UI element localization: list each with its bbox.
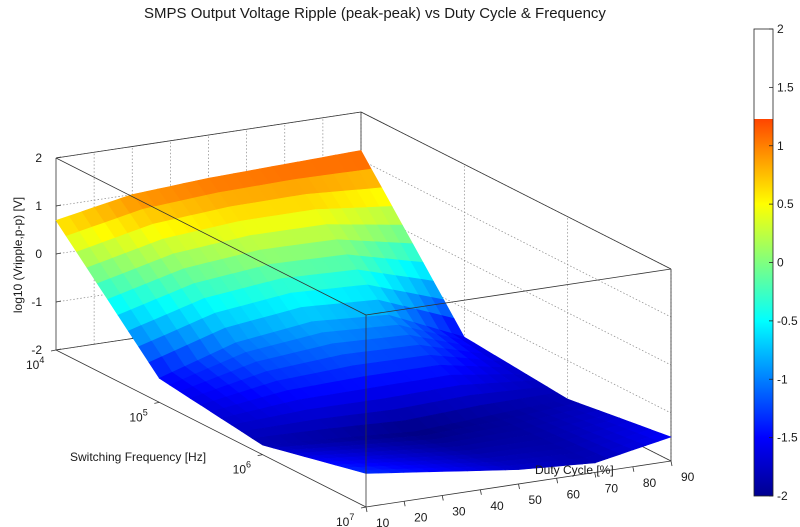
colorbar-tick-label: 1.5 — [777, 80, 794, 94]
y-tick-label: 105 — [129, 407, 147, 424]
box-edge — [360, 111, 672, 270]
y-tick-exponent: 6 — [246, 460, 251, 470]
x-tick-mark — [594, 472, 597, 478]
box-edge — [55, 157, 367, 316]
x-tick-label: 70 — [605, 482, 619, 496]
chart-title: SMPS Output Voltage Ripple (peak-peak) v… — [144, 5, 606, 22]
x-tick-mark — [518, 483, 520, 490]
surface-plot — [55, 150, 672, 474]
z-tick-label: 2 — [35, 151, 42, 165]
y-tick-exponent: 5 — [143, 407, 148, 417]
x-tick-label: 10 — [376, 516, 390, 527]
colorbar-tick-label: 2 — [777, 22, 784, 36]
colorbar-unused-region — [754, 29, 773, 119]
colorbar-tick-label: -2 — [777, 489, 788, 503]
y-tick-base: 10 — [336, 515, 350, 527]
y-tick-label: 107 — [336, 512, 354, 527]
colorbar-tick-label: -1.5 — [777, 431, 798, 445]
y-tick-mark — [257, 454, 263, 457]
y-tick-base: 10 — [26, 358, 40, 372]
x-tick-label: 40 — [490, 499, 504, 513]
x-axis-label: Duty Cycle [%] — [535, 463, 614, 477]
x-tick-label: 60 — [567, 487, 581, 501]
y-tick-base: 10 — [129, 410, 143, 424]
colorbar-fill — [754, 29, 773, 496]
x-tick-mark — [670, 460, 673, 467]
x-tick-label: 80 — [643, 476, 657, 490]
x-tick-mark — [556, 478, 559, 484]
box-edge — [55, 111, 362, 159]
y-tick-label: 106 — [233, 460, 251, 477]
z-tick-mark — [55, 348, 62, 351]
x-tick-label: 30 — [452, 505, 466, 519]
z-tick-mark — [55, 204, 62, 207]
x-tick-mark — [365, 506, 368, 513]
y-tick-mark — [360, 506, 367, 509]
x-tick-mark — [479, 489, 482, 495]
z-tick-label: 1 — [35, 199, 42, 213]
y-tick-mark — [154, 401, 160, 404]
z-tick-label: -1 — [31, 295, 42, 309]
colorbar-tick-label: 0 — [777, 256, 784, 270]
box-edge — [55, 349, 367, 508]
box-edge — [365, 268, 672, 316]
z-tick-label: 0 — [35, 247, 42, 261]
y-axis-label: Switching Frequency [Hz] — [70, 450, 206, 464]
colorbar-tick-label: 1 — [777, 139, 784, 153]
y-tick-base: 10 — [233, 463, 247, 477]
x-tick-mark — [632, 466, 635, 472]
y-tick-exponent: 7 — [349, 512, 354, 522]
z-axis-label: log10 (Vripple,p-p) [V] — [11, 197, 25, 313]
z-tick-mark — [55, 300, 62, 303]
y-tick-exponent: 4 — [39, 355, 44, 365]
y-tick-label: 104 — [26, 355, 44, 372]
x-tick-mark — [403, 501, 406, 507]
y-tick-mark — [50, 349, 57, 352]
surface-patch — [355, 469, 379, 474]
colorbar-tick-label: 0.5 — [777, 197, 794, 211]
z-tick-mark — [55, 252, 62, 255]
colorbar-tick-label: -0.5 — [777, 314, 798, 328]
x-tick-label: 20 — [414, 510, 428, 524]
colorbar: -2 -1.5 -1 -0.5 0 0.5 1 1.5 2 — [753, 22, 798, 503]
x-tick-label: 50 — [529, 493, 543, 507]
x-tick-label: 90 — [681, 470, 695, 484]
x-tick-mark — [441, 495, 444, 501]
colorbar-tick-label: -1 — [777, 372, 788, 386]
z-tick-mark — [55, 156, 62, 159]
colorbar-ticks: -2 -1.5 -1 -0.5 0 0.5 1 1.5 2 — [769, 22, 798, 503]
z-tick-label: -2 — [31, 343, 42, 357]
